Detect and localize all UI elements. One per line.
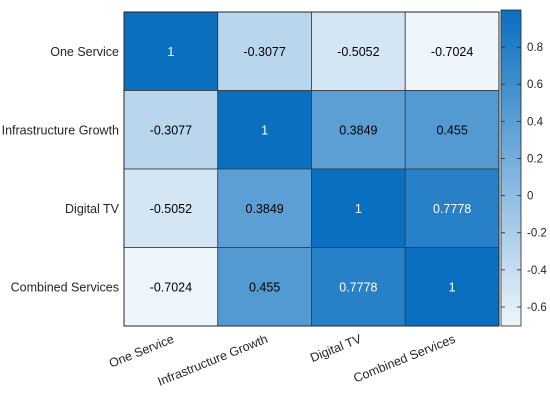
colorbar-tick-label: -0.4 xyxy=(527,265,547,277)
column-label: One Service xyxy=(107,332,176,371)
heatmap-cell-0-0 xyxy=(123,11,219,91)
row-label: Combined Services xyxy=(11,280,119,294)
row-label: Digital TV xyxy=(65,202,120,216)
colorbar-tick-label: 0.6 xyxy=(527,79,543,91)
cell-value-label: 0.3849 xyxy=(246,202,284,216)
column-label: Digital TV xyxy=(308,332,364,365)
colorbar-tick-label: -0.2 xyxy=(527,228,547,240)
cell-value-label: 1 xyxy=(449,280,456,294)
heatmap-cell-1-0 xyxy=(123,90,219,170)
cell-value-label: 0.455 xyxy=(249,280,280,294)
cell-value-label: 1 xyxy=(355,202,362,216)
heatmap-cell-3-3 xyxy=(404,247,500,327)
heatmap-cell-3-0 xyxy=(123,247,219,327)
cell-value-label: -0.7024 xyxy=(150,280,192,294)
heatmap-cell-0-3 xyxy=(404,11,500,91)
cell-value-label: -0.5052 xyxy=(337,45,379,59)
cell-value-label: -0.7024 xyxy=(431,45,473,59)
heatmap-cell-0-1 xyxy=(217,11,312,91)
heatmap-frame xyxy=(123,11,500,327)
row-label: One Service xyxy=(50,45,119,59)
colorbar-tick-label: 0.8 xyxy=(527,42,543,54)
heatmap-cell-1-3 xyxy=(404,90,500,170)
cell-value-label: 1 xyxy=(261,123,268,137)
cell-value-label: 0.7778 xyxy=(433,202,471,216)
cell-value-label: 0.455 xyxy=(436,123,467,137)
colorbar-tick-label: 0.4 xyxy=(527,116,544,128)
cell-value-label: 1 xyxy=(167,45,174,59)
column-label: Combined Services xyxy=(352,332,458,386)
colorbar-gradient xyxy=(500,9,522,327)
heatmap-cell-1-1 xyxy=(217,90,312,170)
heatmap-cell-2-3 xyxy=(404,168,500,248)
cell-value-label: 0.3849 xyxy=(339,123,377,137)
colorbar: 0.8 0.6 0.4 0.2 0 -0.2 -0.4 -0.6 xyxy=(500,9,547,327)
row-labels: One Service Infrastructure Growth Digital … xyxy=(2,45,120,295)
heatmap-cells: 1 -0.3077 -0.5052 -0.7024 -0.3077 1 0.3849 0.45… xyxy=(123,11,500,327)
cell-value-label: -0.3077 xyxy=(243,45,285,59)
cell-value-label: -0.3077 xyxy=(150,123,192,137)
colorbar-tick-label: -0.6 xyxy=(527,302,547,314)
heatmap-cell-2-1 xyxy=(217,168,312,248)
row-label: Infrastructure Growth xyxy=(2,123,119,137)
heatmap-cell-3-2 xyxy=(311,247,406,327)
cell-value-label: 0.7778 xyxy=(339,280,377,294)
colorbar-tick-label: 0 xyxy=(527,191,533,203)
cell-value-label: -0.5052 xyxy=(150,202,192,216)
heatmap-cell-3-1 xyxy=(217,247,312,327)
colorbar-tick-label: 0.2 xyxy=(527,153,543,165)
